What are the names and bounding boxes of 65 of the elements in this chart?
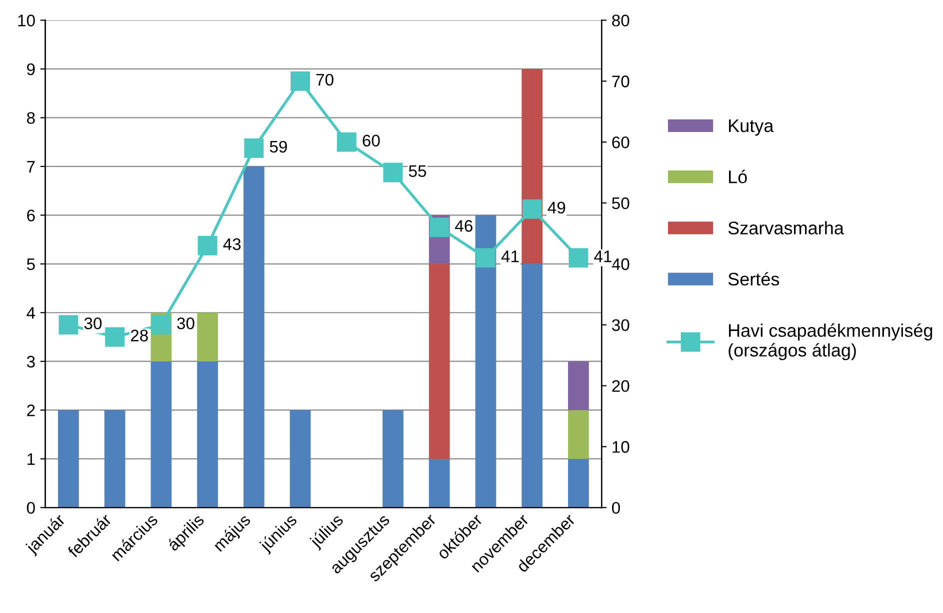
bar bbox=[522, 264, 543, 508]
bar bbox=[568, 458, 589, 508]
legend-label: Kutya bbox=[729, 120, 774, 136]
y2-tick-label: 30 bbox=[612, 319, 630, 332]
y2-tick-label: 40 bbox=[612, 258, 630, 270]
y-tick-label: 2 bbox=[27, 404, 35, 416]
bar bbox=[522, 68, 543, 264]
y2-tick-label: 60 bbox=[612, 136, 630, 148]
data-label: 41 bbox=[594, 250, 612, 262]
y2-tick-label: 20 bbox=[612, 380, 630, 392]
point bbox=[336, 132, 356, 152]
y-tick-label: 6 bbox=[27, 210, 35, 222]
bar bbox=[150, 361, 172, 508]
data-label: 49 bbox=[548, 202, 566, 214]
bar bbox=[428, 264, 450, 459]
point bbox=[244, 138, 264, 158]
data-label: 59 bbox=[270, 140, 287, 153]
data-label: 28 bbox=[130, 330, 148, 342]
y-tick-label: 3 bbox=[26, 356, 35, 368]
y-tick-label: 7 bbox=[27, 161, 35, 172]
legend-label: Ló bbox=[729, 170, 747, 184]
bar bbox=[475, 215, 496, 508]
data-label: 55 bbox=[408, 165, 426, 177]
data-label: 41 bbox=[501, 250, 519, 262]
y2-tick-label: 10 bbox=[612, 441, 630, 453]
y-tick-label: 1 bbox=[28, 453, 35, 465]
y2-tick-label: 80 bbox=[612, 14, 630, 26]
bar bbox=[290, 410, 311, 508]
point bbox=[105, 327, 125, 347]
point bbox=[522, 199, 542, 219]
data-label: 30 bbox=[84, 317, 102, 330]
bar bbox=[568, 410, 589, 459]
legend-label: Havi csapadékmennyiség (országos átlag) bbox=[728, 323, 932, 360]
legend-label: Szarvasmarha bbox=[728, 221, 844, 234]
point bbox=[476, 248, 496, 268]
y-tick-label: 5 bbox=[26, 258, 35, 270]
bar bbox=[428, 458, 450, 508]
y2-tick-label: 50 bbox=[612, 197, 630, 210]
bar bbox=[243, 166, 264, 508]
data-label: 43 bbox=[223, 238, 241, 250]
bar bbox=[197, 312, 218, 362]
y2-tick-label: 70 bbox=[612, 76, 630, 88]
y-tick-label: 10 bbox=[18, 14, 35, 26]
y-tick-label: 8 bbox=[27, 112, 35, 124]
y-tick-label: 9 bbox=[27, 63, 35, 76]
bar bbox=[382, 410, 404, 508]
bar bbox=[568, 361, 589, 410]
data-label: 30 bbox=[177, 317, 194, 330]
point bbox=[430, 218, 450, 238]
data-label: 46 bbox=[455, 220, 472, 232]
bar bbox=[58, 410, 79, 508]
y2-tick-label: 0 bbox=[612, 502, 620, 514]
point bbox=[290, 71, 310, 91]
legend-label: Sertés bbox=[728, 272, 780, 286]
point bbox=[568, 248, 588, 268]
bar bbox=[104, 410, 126, 508]
data-label: 70 bbox=[316, 74, 334, 86]
point bbox=[151, 315, 171, 335]
y-tick-label: 4 bbox=[26, 307, 36, 319]
bar bbox=[197, 361, 218, 508]
y-tick-label: 0 bbox=[26, 502, 35, 514]
point bbox=[198, 236, 218, 256]
point bbox=[58, 315, 78, 335]
data-label: 60 bbox=[362, 134, 380, 147]
point bbox=[383, 162, 403, 182]
